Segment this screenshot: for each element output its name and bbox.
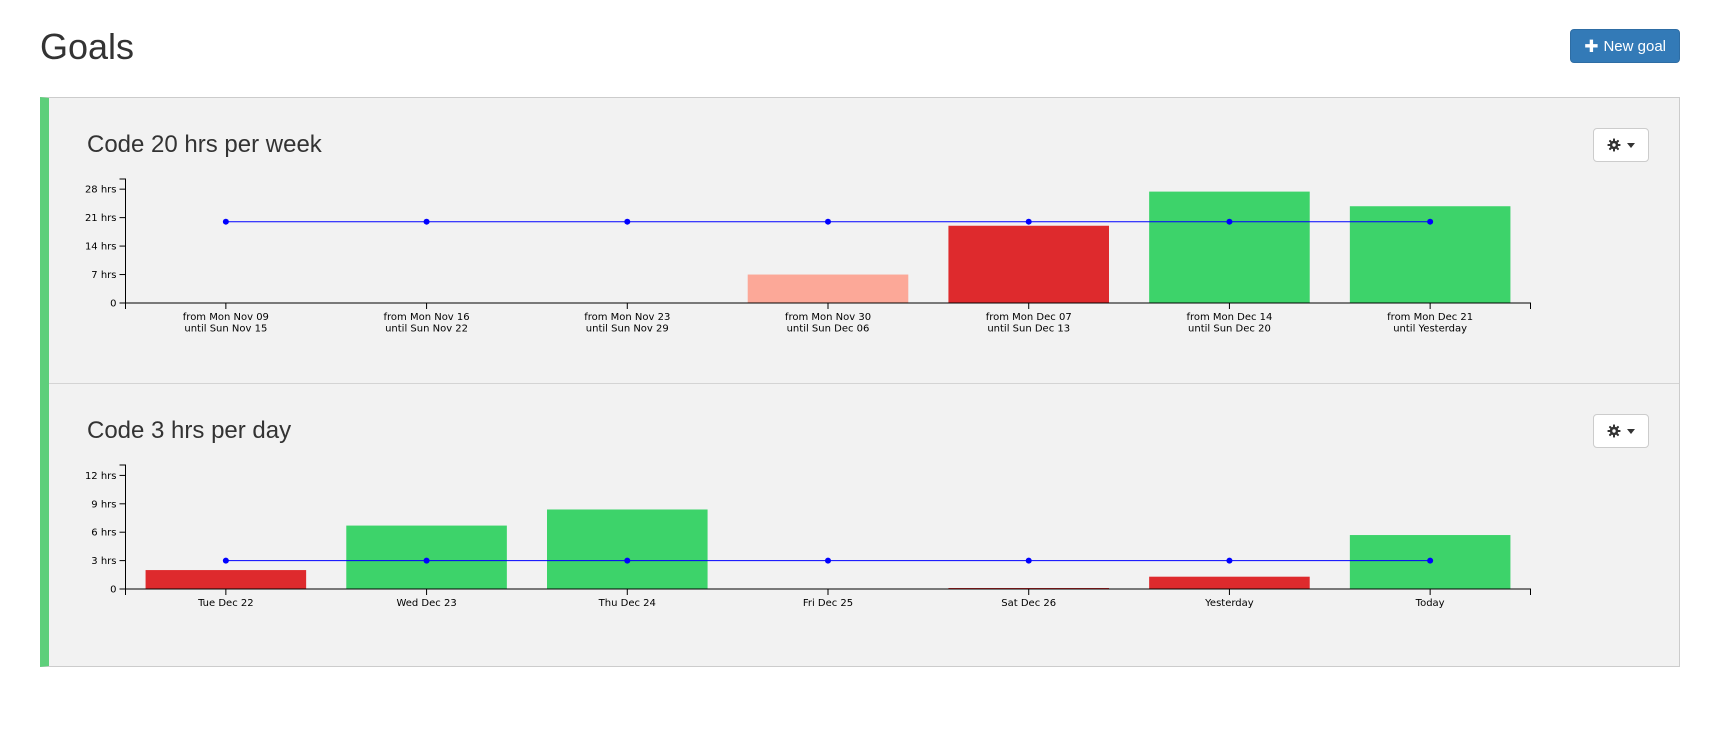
y-tick-label: 14 hrs <box>85 242 117 253</box>
chart-bar <box>1149 191 1310 303</box>
chart-bar <box>1149 576 1310 589</box>
new-goal-label: New goal <box>1603 37 1666 55</box>
chart-bar <box>747 274 909 303</box>
x-tick-label: from Mon Nov 30 <box>785 312 871 323</box>
target-point <box>1427 218 1434 225</box>
target-point <box>1427 557 1434 564</box>
x-tick-label: until Sun Nov 15 <box>184 324 267 335</box>
x-tick-label: Wed Dec 23 <box>396 598 456 609</box>
chart-bar <box>346 525 507 589</box>
x-tick-label: Sat Dec 26 <box>1001 598 1056 609</box>
x-tick-label: from Mon Dec 07 <box>986 312 1072 323</box>
y-axis-line <box>119 178 126 304</box>
y-tick-label: 6 hrs <box>91 528 116 539</box>
target-point <box>1025 218 1032 225</box>
goal-title: Code 3 hrs per day <box>87 417 292 444</box>
chevron-down-icon <box>1627 428 1635 434</box>
target-point <box>825 557 831 564</box>
x-tick-label: from Mon Nov 23 <box>584 312 670 323</box>
y-tick-label: 7 hrs <box>91 270 116 281</box>
new-goal-button[interactable]: ✚ New goal <box>1570 29 1680 63</box>
y-tick-label: 28 hrs <box>85 185 117 196</box>
target-point <box>624 557 631 564</box>
y-tick-label: 9 hrs <box>91 499 116 510</box>
page-title: Goals <box>40 26 135 67</box>
goal-settings-button[interactable] <box>1593 414 1649 448</box>
plus-icon: ✚ <box>1584 36 1599 56</box>
y-tick-label: 3 hrs <box>91 556 116 567</box>
gear-icon <box>1607 424 1621 438</box>
target-point <box>1226 218 1233 225</box>
goal-title: Code 20 hrs per week <box>87 131 322 158</box>
goal-card-daily: Code 3 hrs per day 0 3 hrs 6 hrs 9 hrs 12 hr… <box>49 383 1679 669</box>
x-tick-label: Fri Dec 25 <box>803 598 853 609</box>
x-tick-label: until Sun Nov 29 <box>586 324 669 335</box>
daily-goal-chart: 0 3 hrs 6 hrs 9 hrs 12 hrs Tue Dec 22 Wed Dec … <box>85 464 1531 609</box>
page-header: Goals ✚ New goal <box>40 20 1680 80</box>
x-tick-label: until Sun Dec 13 <box>987 324 1070 335</box>
chart-bar <box>948 225 1109 303</box>
goal-settings-button[interactable] <box>1593 128 1649 162</box>
goal-card-weekly: Code 20 hrs per week 0 7 hrs 14 hrs 21 hrs 2… <box>49 98 1679 383</box>
target-point <box>624 218 631 225</box>
gear-icon <box>1607 138 1621 152</box>
target-point <box>825 218 831 225</box>
x-tick-label: until Sun Dec 20 <box>1188 324 1271 335</box>
target-point <box>222 218 229 225</box>
x-tick-label: until Sun Nov 22 <box>385 324 468 335</box>
x-tick-label: from Mon Nov 16 <box>384 312 470 323</box>
x-tick-label: from Mon Dec 14 <box>1186 312 1272 323</box>
y-tick-label: 0 <box>110 585 116 596</box>
goals-panel: Code 20 hrs per week 0 7 hrs 14 hrs 21 hrs 2… <box>40 97 1680 667</box>
y-tick-label: 21 hrs <box>85 213 117 224</box>
x-tick-label: Today <box>1415 598 1445 609</box>
target-point <box>1226 557 1233 564</box>
x-tick-label: from Mon Dec 21 <box>1387 312 1473 323</box>
chart-bar <box>547 509 708 589</box>
x-tick-label: Yesterday <box>1204 598 1254 609</box>
y-tick-label: 0 <box>110 299 116 310</box>
chart-bar <box>145 570 307 589</box>
chevron-down-icon <box>1627 142 1635 148</box>
y-axis-line <box>119 464 126 590</box>
x-tick-label: Tue Dec 22 <box>197 598 254 609</box>
y-tick-label: 12 hrs <box>85 471 117 482</box>
target-point <box>1025 557 1032 564</box>
target-point <box>222 557 229 564</box>
x-tick-label: from Mon Nov 09 <box>183 312 269 323</box>
x-tick-label: Thu Dec 24 <box>598 598 656 609</box>
target-point <box>423 218 430 225</box>
target-point <box>423 557 430 564</box>
x-tick-label: until Sun Dec 06 <box>787 324 870 335</box>
x-tick-label: until Yesterday <box>1393 324 1467 335</box>
